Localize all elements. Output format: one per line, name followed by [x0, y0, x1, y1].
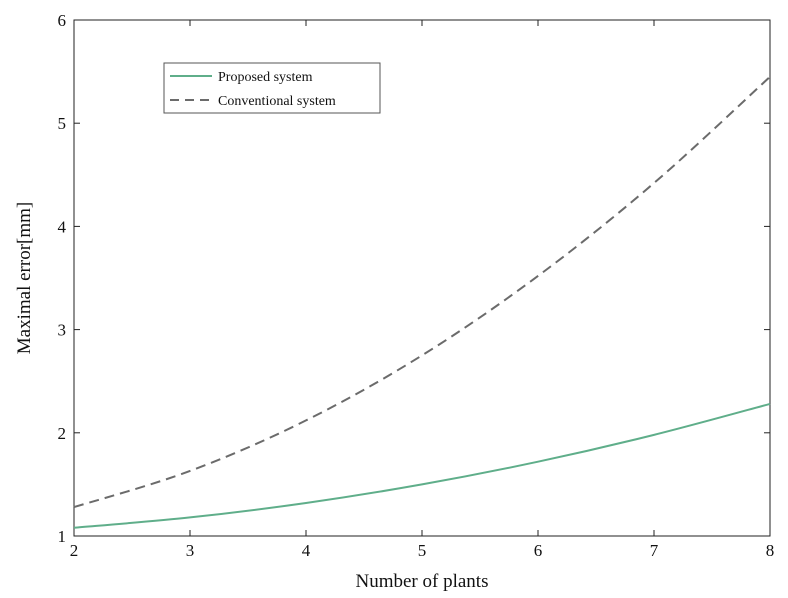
x-axis-title: Number of plants	[356, 571, 489, 592]
series-lines	[73, 76, 771, 529]
y-tick-label: 6	[58, 11, 67, 30]
series-line-conventional	[73, 76, 771, 509]
legend-label-conventional: Conventional system	[218, 94, 336, 109]
x-tick-label: 5	[418, 541, 427, 560]
y-tick-label: 5	[58, 114, 67, 133]
y-tick-label: 1	[58, 527, 67, 546]
y-tick-label: 4	[58, 217, 67, 236]
legend: Proposed system Conventional system	[163, 62, 381, 114]
x-tick-label: 6	[534, 541, 543, 560]
legend-box	[163, 62, 381, 114]
series-line-proposed	[73, 402, 771, 529]
x-tick-label: 8	[766, 541, 775, 560]
x-tick-label: 4	[302, 541, 311, 560]
x-tick-label: 2	[70, 541, 79, 560]
y-axis-title: Maximal error[mm]	[14, 202, 35, 354]
axis-ticks	[73, 19, 771, 537]
x-tick-label: 3	[186, 541, 195, 560]
x-tick-label: 7	[650, 541, 659, 560]
y-tick-label: 2	[58, 424, 67, 443]
legend-label-proposed: Proposed system	[218, 70, 313, 85]
y-tick-label: 3	[58, 321, 67, 340]
